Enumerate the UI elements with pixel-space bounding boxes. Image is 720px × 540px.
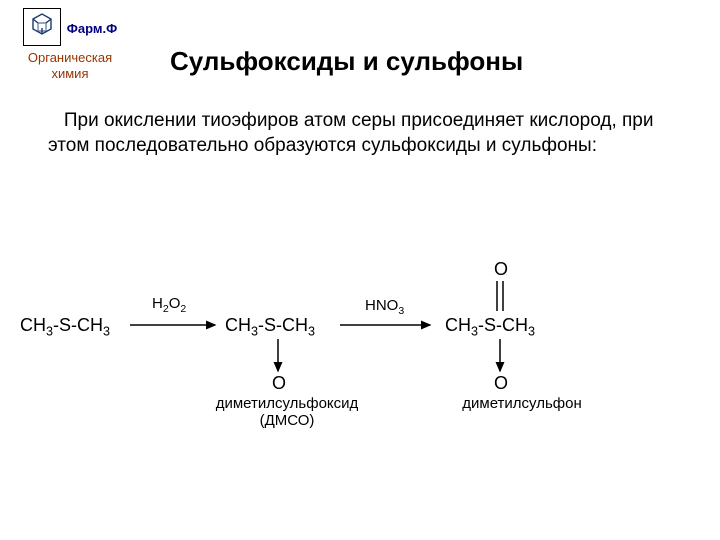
page-title: Сульфоксиды и сульфоны — [170, 46, 523, 77]
intermediate-formula: CH3-S-CH3 — [225, 315, 315, 339]
body-paragraph: При окислении тиоэфиров атом серы присое… — [0, 81, 720, 158]
reactant-formula: CH3-S-CH3 — [20, 315, 110, 339]
product-formula: CH3-S-CH3 — [445, 315, 535, 339]
intermediate-label-2: (ДМСО) — [260, 412, 315, 429]
intermediate-label: диметилсульфоксид (ДМСО) — [207, 395, 367, 429]
reagent-2: HNO3 — [365, 297, 404, 317]
product-label: диметилсульфон — [442, 395, 602, 412]
intermediate-label-1: диметилсульфоксид — [216, 395, 359, 412]
logo-row: Фарм.Ф — [23, 8, 117, 48]
logo-block: Фарм.Ф Органическая химия — [10, 8, 130, 81]
reagent-1: H2O2 — [152, 295, 186, 315]
product-o-top: O — [494, 259, 508, 280]
product-o-bot: O — [494, 373, 508, 394]
orgchem-line2: химия — [51, 66, 88, 81]
intermediate-o: O — [272, 373, 286, 394]
molecule-icon — [23, 8, 61, 46]
orgchem-label: Органическая химия — [28, 50, 112, 81]
orgchem-line1: Органическая — [28, 50, 112, 65]
header: Фарм.Ф Органическая химия Сульфоксиды и … — [0, 0, 720, 81]
body-text-span: При окислении тиоэфиров атом серы присое… — [48, 110, 653, 156]
pharm-label: Фарм.Ф — [67, 21, 117, 36]
reaction-scheme: CH3-S-CH3 H2O2 CH3-S-CH3 O диметилсульфо… — [0, 255, 720, 455]
